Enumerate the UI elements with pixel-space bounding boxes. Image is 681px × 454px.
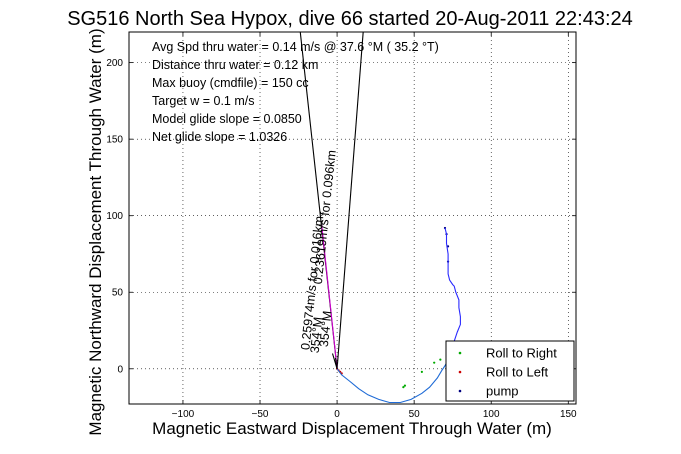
legend-box bbox=[445, 340, 575, 402]
chart-title: SG516 North Sea Hypox, dive 66 started 2… bbox=[67, 8, 633, 30]
x-axis-label: Magnetic Eastward Displacement Through W… bbox=[152, 419, 552, 438]
legend-marker bbox=[458, 370, 462, 374]
stats-annotation-line: Distance thru water = 0.12 km bbox=[152, 58, 318, 72]
y-tick-labels: 0 50 100 150 200 bbox=[106, 58, 123, 375]
data-point bbox=[403, 384, 407, 387]
stats-annotation-line: Avg Spd thru water = 0.14 m/s @ 37.6 °M … bbox=[152, 40, 439, 54]
stats-annotation-line: Model glide slope = 0.0850 bbox=[152, 112, 302, 126]
data-point bbox=[439, 358, 442, 361]
data-point bbox=[402, 386, 405, 389]
series-line bbox=[336, 362, 447, 404]
series-layer bbox=[299, 32, 461, 404]
stats-annotation-line: Net glide slope = 1.0326 bbox=[152, 130, 287, 144]
legend-marker bbox=[458, 389, 462, 393]
series-line bbox=[336, 32, 364, 369]
x-tick-label: 100 bbox=[483, 409, 500, 420]
y-tick-label: 150 bbox=[106, 135, 123, 146]
stats-annotation-block: Avg Spd thru water = 0.14 m/s @ 37.6 °M … bbox=[152, 40, 439, 144]
data-point bbox=[433, 361, 436, 364]
stats-annotation-line: Target w = 0.1 m/s bbox=[152, 94, 254, 108]
x-tick-label: 150 bbox=[560, 409, 577, 420]
y-tick-label: 0 bbox=[117, 364, 123, 375]
data-point bbox=[420, 370, 423, 373]
x-tick-label: −100 bbox=[172, 409, 195, 420]
x-tick-labels: −100 −50 0 50 100 150 bbox=[172, 409, 577, 420]
legend: Roll to Right Roll to Left pump bbox=[445, 340, 575, 402]
y-axis-label: Magnetic Northward Displacement Through … bbox=[86, 28, 105, 435]
y-tick-label: 50 bbox=[112, 288, 124, 299]
y-tick-label: 200 bbox=[106, 58, 123, 69]
x-tick-label: −50 bbox=[252, 409, 269, 420]
series-line bbox=[334, 358, 338, 369]
series-line bbox=[321, 224, 338, 369]
rotated-segment-label: 354°M bbox=[308, 316, 326, 354]
legend-label: Roll to Right bbox=[486, 346, 557, 361]
x-tick-label: 0 bbox=[334, 409, 340, 420]
legend-marker bbox=[458, 351, 462, 355]
x-tick-label: 50 bbox=[409, 409, 421, 420]
legend-label: pump bbox=[486, 384, 519, 399]
y-tick-label: 100 bbox=[106, 211, 123, 222]
rotated-segment-label: 354°M bbox=[317, 310, 335, 348]
stats-annotation-line: Max buoy (cmdfile) = 150 cc bbox=[152, 76, 309, 90]
legend-label: Roll to Left bbox=[486, 365, 549, 380]
series-clipped-group bbox=[299, 32, 461, 404]
legend-items: Roll to Right Roll to Left pump bbox=[458, 346, 557, 399]
